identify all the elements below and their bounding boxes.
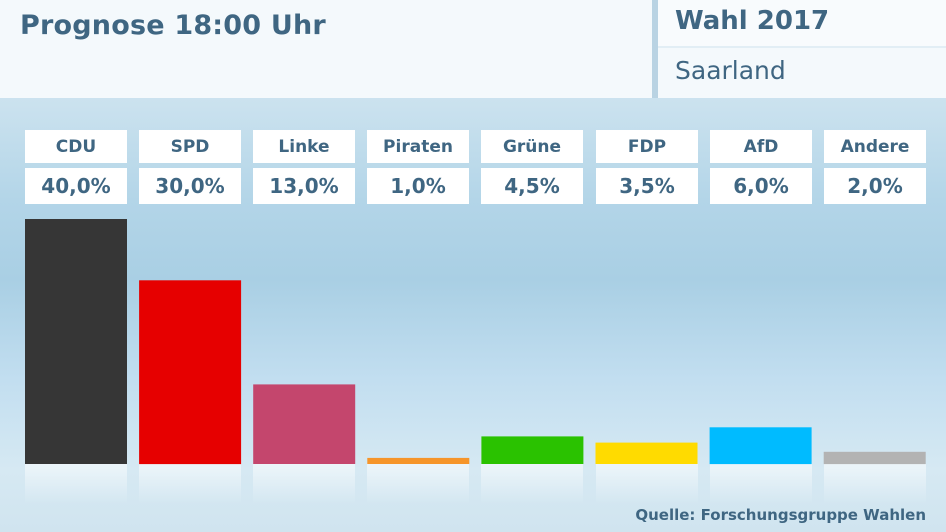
header-divider xyxy=(652,0,658,98)
party-label-gruene: Grüne xyxy=(481,130,583,163)
bar-reflection xyxy=(25,464,127,504)
header-title-panel xyxy=(0,0,652,98)
party-label-spd: SPD xyxy=(139,130,241,163)
party-label-cdu: CDU xyxy=(25,130,127,163)
bar-reflection xyxy=(710,464,812,504)
bar-afd xyxy=(709,427,812,465)
party-value-fdp: 3,5% xyxy=(596,168,698,204)
bar-reflection xyxy=(253,464,355,504)
party-value-piraten: 1,0% xyxy=(367,168,469,204)
bar-fdp xyxy=(595,442,698,464)
page-title: Prognose 18:00 Uhr xyxy=(20,10,326,41)
party-label-andere: Andere xyxy=(824,130,926,163)
party-label-linke: Linke xyxy=(253,130,355,163)
header-election-separator xyxy=(658,46,946,48)
party-value-cdu: 40,0% xyxy=(25,168,127,204)
party-value-linke: 13,0% xyxy=(253,168,355,204)
party-value-gruene: 4,5% xyxy=(481,168,583,204)
bar-andere xyxy=(823,451,926,465)
election-title: Wahl 2017 xyxy=(675,6,830,36)
bar-gruene xyxy=(481,436,584,464)
bar-spd xyxy=(139,280,242,465)
bar-reflection xyxy=(367,464,469,504)
bar-cdu xyxy=(25,219,127,464)
party-value-afd: 6,0% xyxy=(710,168,812,204)
source-note: Quelle: Forschungsgruppe Wahlen xyxy=(635,506,926,524)
bar-reflection xyxy=(481,464,583,504)
region-name: Saarland xyxy=(675,56,786,85)
party-label-fdp: FDP xyxy=(596,130,698,163)
bar-piraten xyxy=(367,457,470,464)
bar-linke xyxy=(253,384,356,464)
party-value-spd: 30,0% xyxy=(139,168,241,204)
party-label-piraten: Piraten xyxy=(367,130,469,163)
header-election-top xyxy=(658,0,946,46)
bar-reflection xyxy=(824,464,926,504)
party-label-afd: AfD xyxy=(710,130,812,163)
bar-reflection xyxy=(139,464,241,504)
party-value-andere: 2,0% xyxy=(824,168,926,204)
bar-reflection xyxy=(596,464,698,504)
